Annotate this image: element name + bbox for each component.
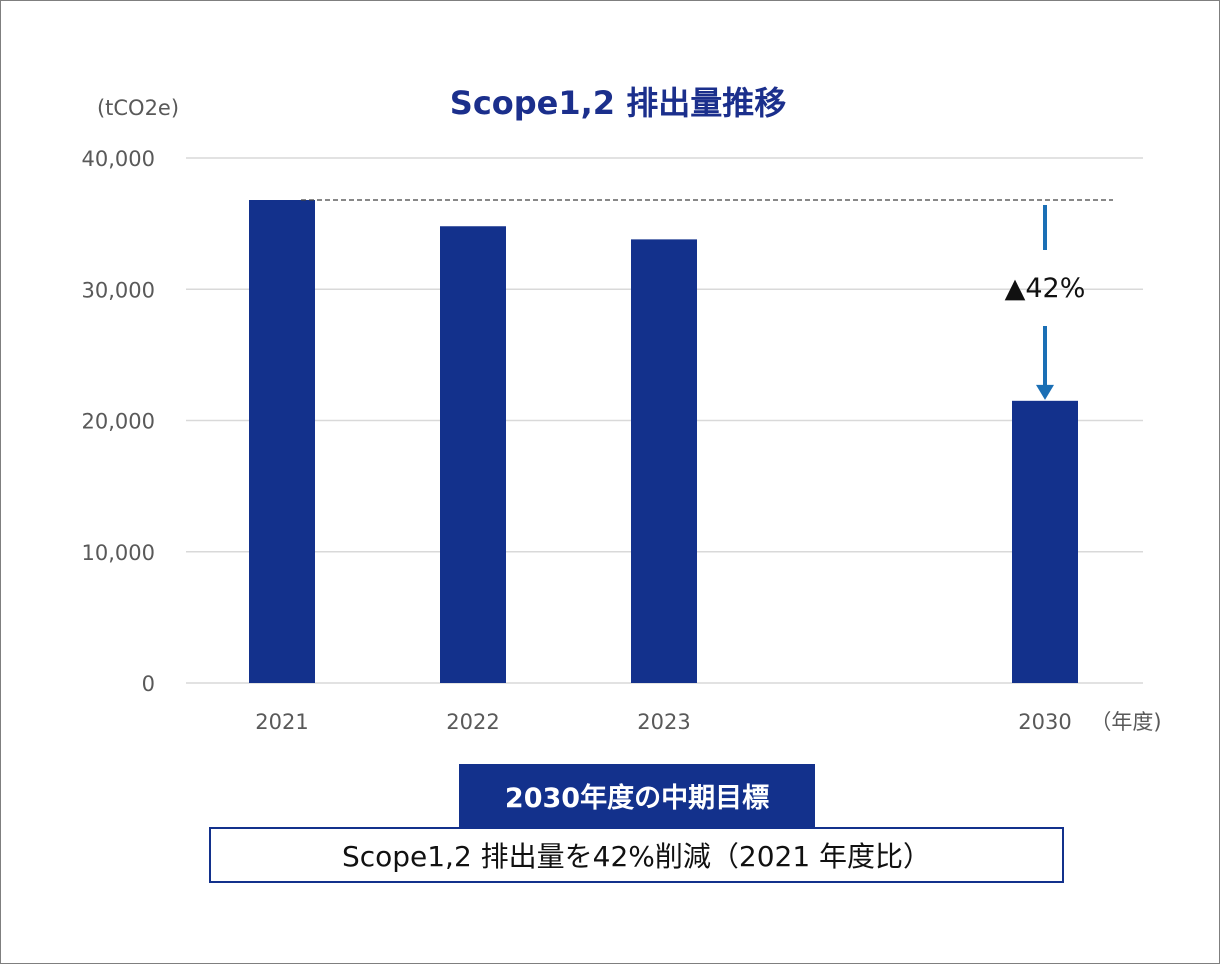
y-tick-label: 10,000 [82, 541, 155, 565]
y-axis-ticks: 0 10,000 20,000 30,000 40,000 [82, 147, 155, 696]
y-tick-label: 20,000 [82, 410, 155, 434]
y-axis-unit: (tCO2e) [97, 96, 179, 120]
x-tick-label: 2030 [1018, 710, 1071, 734]
arrow-down-icon [1036, 384, 1054, 400]
x-tick-label: 2021 [255, 710, 308, 734]
x-axis-unit: （年度) [1090, 710, 1161, 734]
bar [631, 239, 697, 683]
x-axis-ticks: 2021 2022 2023 2030 [255, 710, 1071, 734]
bar [1012, 400, 1078, 683]
reduction-label: ▲42% [1005, 273, 1086, 304]
y-tick-label: 40,000 [82, 147, 155, 171]
chart-title: Scope1,2 排出量推移 [450, 84, 786, 122]
x-tick-label: 2022 [446, 710, 499, 734]
x-tick-label: 2023 [637, 710, 690, 734]
reduction-annotation: ▲42% [301, 199, 1113, 400]
target-text: Scope1,2 排出量を42%削減（2021 年度比） [209, 827, 1064, 883]
target-badge: 2030年度の中期目標 [459, 764, 815, 827]
y-tick-label: 0 [142, 672, 155, 696]
bar [249, 200, 315, 683]
bars [249, 200, 1078, 683]
y-tick-label: 30,000 [82, 278, 155, 302]
bar [440, 226, 506, 683]
